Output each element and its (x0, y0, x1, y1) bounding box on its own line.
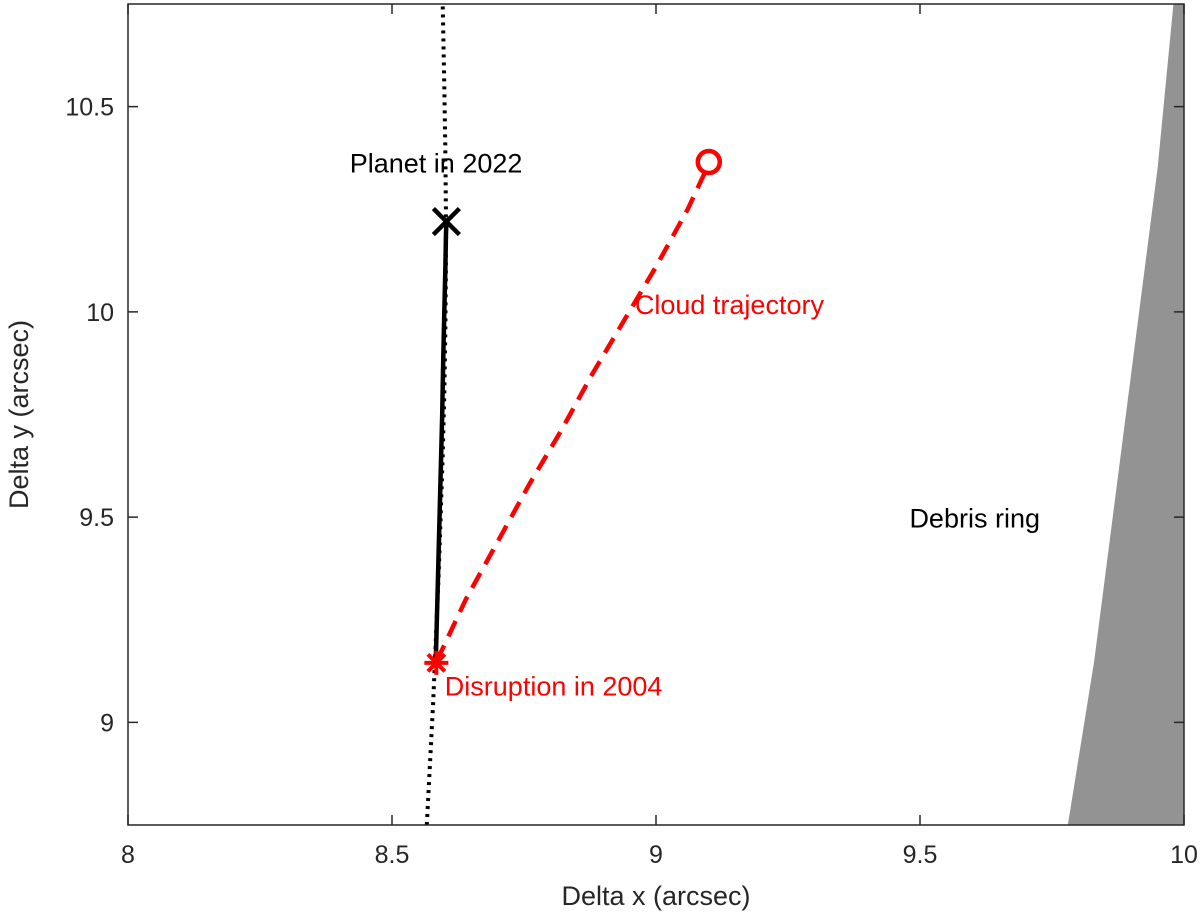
x-axis-label: Delta x (arcsec) (561, 881, 750, 911)
x-tick-label: 8.5 (375, 841, 410, 869)
annotation-label: Disruption in 2004 (445, 672, 663, 702)
y-tick-label: 9.5 (79, 504, 114, 532)
y-tick-label: 9 (100, 709, 114, 737)
series-solid-line (433, 221, 449, 661)
plot-background (128, 4, 1184, 825)
annotation-label: Planet in 2022 (350, 148, 523, 178)
debris-ring-region (1067, 4, 1184, 825)
x-tick-label: 10 (1170, 841, 1198, 869)
x-tick-label: 9.5 (903, 841, 938, 869)
y-tick-label: 10 (86, 299, 114, 327)
x-mark-marker (431, 206, 461, 237)
annotation-label: Cloud trajectory (635, 290, 825, 320)
x-tick-label: 8 (121, 841, 135, 869)
y-axis-label: Delta y (arcsec) (4, 320, 34, 509)
circle-marker (695, 148, 723, 176)
annotation-label: Debris ring (909, 503, 1040, 533)
y-tick-label: 10.5 (65, 94, 114, 122)
x-tick-label: 9 (649, 841, 663, 869)
asterisk-marker (424, 650, 449, 675)
